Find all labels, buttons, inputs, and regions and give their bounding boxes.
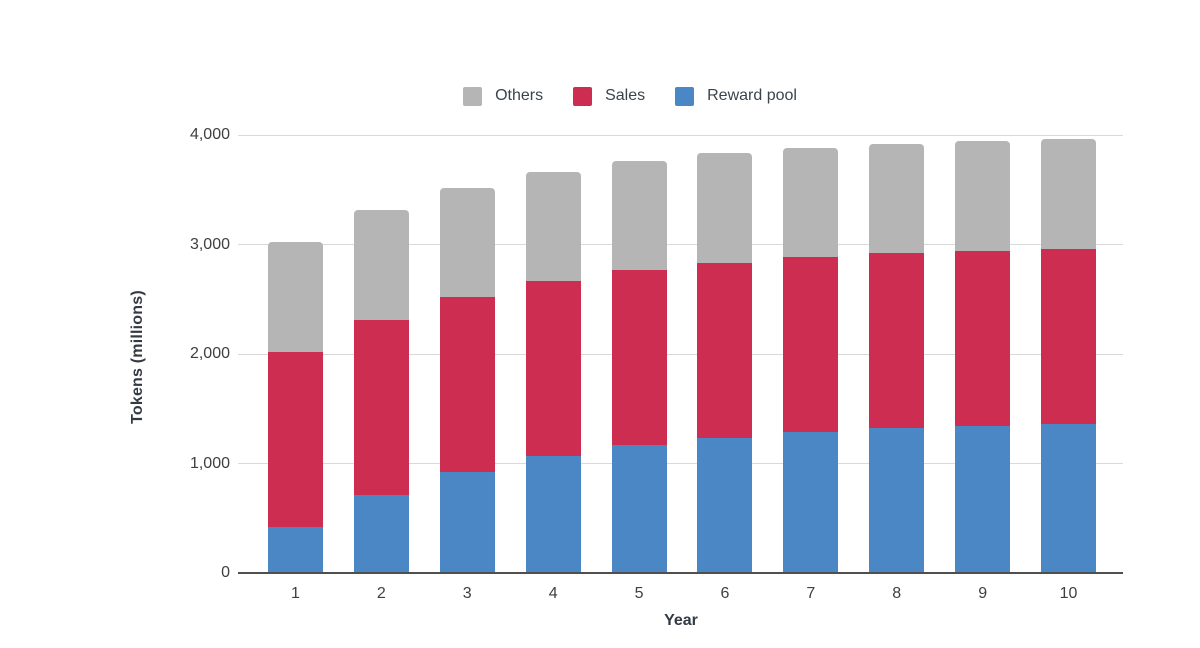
x-tick-label-1: 1: [290, 585, 300, 602]
x-tick-label-7: 7: [806, 585, 816, 602]
bar-year-4-others: [525, 171, 581, 282]
legend-label: Sales: [605, 87, 646, 104]
x-tick-label-5: 5: [634, 585, 644, 602]
bar-year-7-others: [783, 147, 839, 258]
x-tick-label-10: 10: [1059, 585, 1078, 602]
bar-year-3-reward-pool: [439, 472, 495, 573]
bar-year-4-reward-pool: [525, 456, 581, 573]
x-tick-label-8: 8: [892, 585, 902, 602]
bar-year-10-others: [1041, 139, 1097, 249]
bar-year-6-reward-pool: [697, 437, 753, 573]
legend-swatch-others: [463, 86, 483, 106]
legend-swatch-sales: [573, 86, 593, 106]
bar-year-6-sales: [697, 262, 753, 438]
plot-area: [238, 134, 1123, 574]
bar-year-5-others: [611, 160, 667, 271]
bar-year-9-reward-pool: [955, 425, 1011, 573]
legend-swatch-reward-pool: [675, 86, 695, 106]
bar-year-1-others: [267, 242, 323, 352]
bar-year-7-sales: [783, 257, 839, 433]
gridline-1000: [238, 463, 1123, 464]
bar-year-7-reward-pool: [783, 432, 839, 573]
bar-year-3-others: [439, 187, 495, 298]
x-axis-title: Year: [664, 612, 698, 629]
x-tick-label-3: 3: [462, 585, 472, 602]
gridline-3000: [238, 244, 1123, 245]
bar-year-8-reward-pool: [869, 428, 925, 573]
legend-item-reward-pool: Reward pool: [675, 86, 797, 106]
bar-year-9-others: [955, 141, 1011, 251]
y-axis-title: Tokens (millions): [129, 290, 146, 424]
bar-year-8-sales: [869, 253, 925, 429]
x-axis-line: [238, 572, 1123, 574]
legend-label: Reward pool: [707, 87, 797, 104]
bar-year-2-sales: [353, 319, 409, 495]
x-tick-label-4: 4: [548, 585, 558, 602]
legend-item-others: Others: [463, 86, 544, 106]
y-tick-label-2000: 2,000: [189, 345, 230, 362]
bar-year-8-others: [869, 143, 925, 254]
gridline-4000: [238, 134, 1123, 136]
x-tick-label-9: 9: [978, 585, 988, 602]
bar-year-9-sales: [955, 250, 1011, 426]
y-tick-label-3000: 3,000: [189, 235, 230, 253]
gridline-2000: [238, 353, 1123, 355]
bar-year-3-sales: [439, 297, 495, 473]
bar-year-10-sales: [1041, 248, 1097, 425]
y-tick-label-1000: 1,000: [189, 454, 230, 472]
bar-year-5-reward-pool: [611, 445, 667, 573]
bar-year-2-others: [353, 210, 409, 320]
x-tick-label-6: 6: [720, 585, 730, 602]
bar-year-1-sales: [267, 351, 323, 528]
bar-year-4-sales: [525, 281, 581, 457]
legend-item-sales: Sales: [573, 86, 646, 106]
bar-year-5-sales: [611, 270, 667, 446]
legend-label: Others: [495, 87, 544, 104]
y-tick-label-0: 0: [221, 564, 230, 581]
bar-year-1-reward-pool: [267, 527, 323, 573]
bar-year-2-reward-pool: [353, 494, 409, 573]
bar-year-6-others: [697, 153, 753, 263]
x-tick-label-2: 2: [376, 585, 386, 602]
bar-year-10-reward-pool: [1041, 424, 1097, 573]
chart-legend: Others Sales Reward pool: [130, 84, 1130, 108]
y-tick-label-4000: 4,000: [189, 126, 230, 143]
